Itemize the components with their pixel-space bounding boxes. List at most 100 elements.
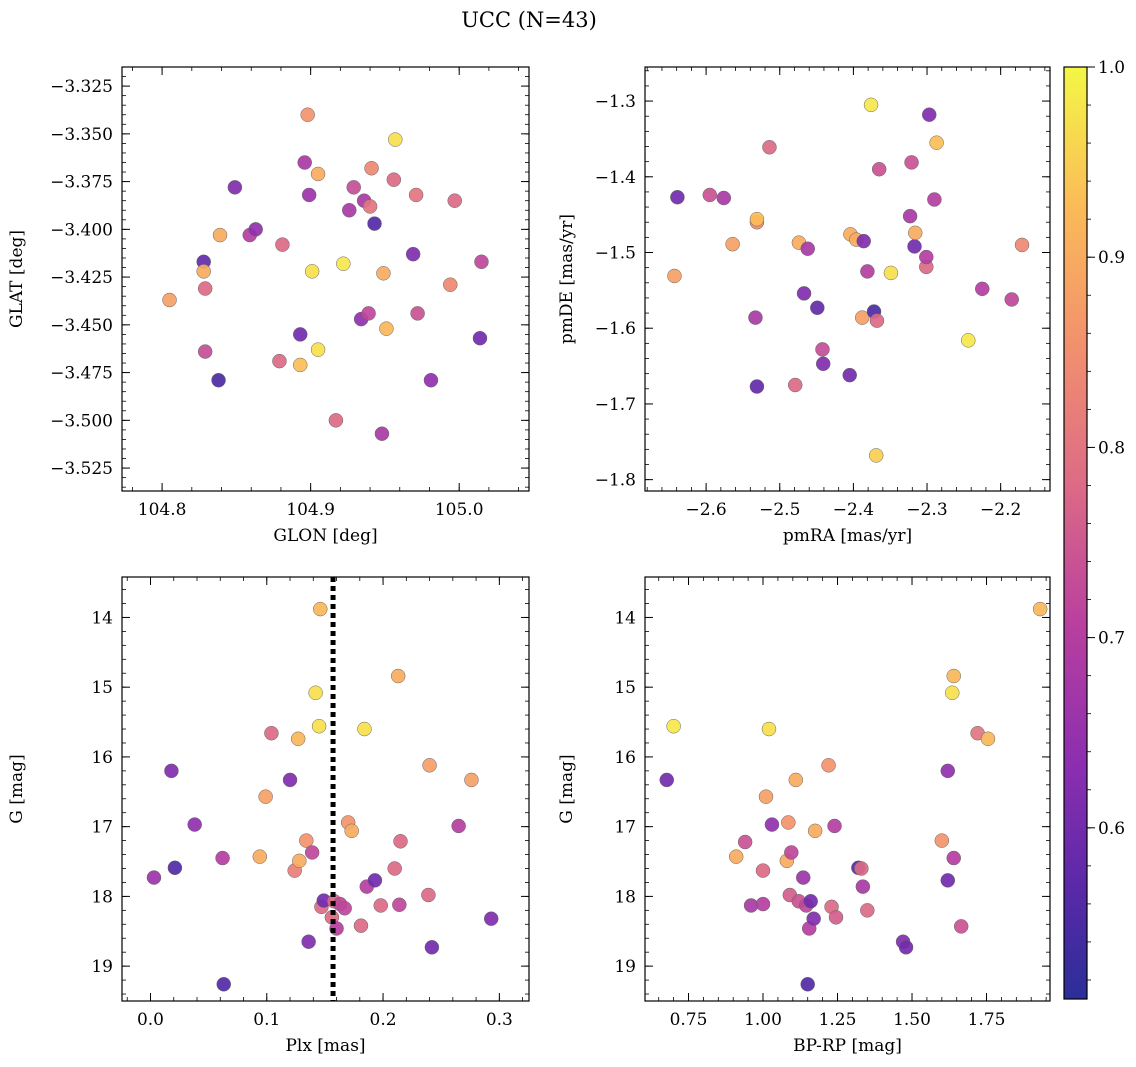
- data-point: [422, 758, 437, 773]
- data-point: [299, 833, 314, 848]
- scatter-panel-3: 0.0 0.1 0.2 0.3 14 15 16 17 18 19 Plx [mas] G [mag]: [7, 576, 530, 1056]
- data-point: [919, 249, 934, 265]
- data-point: [800, 977, 815, 992]
- data-point: [953, 919, 969, 934]
- data-point: [810, 300, 825, 316]
- data-point: [854, 310, 870, 325]
- data-point: [313, 601, 328, 617]
- data-point: [800, 241, 815, 256]
- data-point: [443, 277, 458, 292]
- data-point: [421, 887, 436, 903]
- data-point: [758, 789, 774, 804]
- data-point: [301, 934, 316, 949]
- y-tick-label: 18: [614, 887, 636, 907]
- data-point: [474, 254, 489, 270]
- y-tick-label: −3.400: [50, 220, 113, 240]
- data-point: [860, 903, 875, 918]
- data-point: [815, 356, 831, 372]
- figure-title: UCC (N=43): [461, 8, 597, 32]
- data-point: [373, 898, 388, 913]
- data-point: [907, 239, 922, 254]
- data-point: [788, 772, 804, 788]
- major-ticks: [122, 577, 529, 1001]
- data-point: [803, 894, 818, 909]
- data-point: [290, 731, 306, 747]
- data-point: [357, 721, 372, 737]
- data-point: [940, 873, 956, 888]
- data-point: [666, 718, 681, 734]
- data-point: [216, 977, 231, 992]
- y-axis-label: G [mag]: [557, 754, 577, 823]
- data-point: [934, 833, 950, 848]
- axes-frame: [644, 576, 1051, 1002]
- data-points: [659, 601, 1048, 992]
- data-point: [374, 426, 390, 441]
- data-point: [187, 817, 202, 832]
- y-axis-label: G [mag]: [7, 754, 27, 823]
- y-tick-label: −1.7: [595, 395, 636, 415]
- y-tick-label: −3.425: [50, 268, 113, 288]
- data-point: [806, 911, 821, 926]
- data-point: [337, 901, 352, 916]
- colorbar-gradient: [1063, 66, 1088, 1000]
- y-tick-label: 14: [91, 608, 113, 628]
- data-point: [272, 353, 287, 369]
- data-point: [856, 233, 871, 249]
- x-tick-label: −2.4: [833, 500, 874, 520]
- data-point: [1004, 292, 1019, 307]
- data-point: [258, 789, 273, 804]
- y-tick-label: 17: [91, 818, 113, 838]
- data-point: [945, 685, 960, 701]
- x-tick-label: −2.5: [759, 500, 800, 520]
- data-point: [275, 237, 290, 252]
- data-point: [946, 668, 961, 684]
- x-axis-label: Plx [mas]: [285, 1036, 365, 1056]
- data-point: [807, 823, 823, 839]
- data-point: [764, 817, 780, 832]
- data-point: [388, 132, 403, 147]
- data-point: [907, 225, 923, 241]
- data-point: [787, 377, 803, 393]
- data-point: [211, 372, 226, 388]
- x-tick-label: 0.75: [670, 1010, 708, 1030]
- data-point: [921, 107, 937, 122]
- colorbar-tick-label: 0.6: [1098, 819, 1125, 839]
- data-point: [367, 216, 382, 231]
- x-tick-label: −2.2: [980, 500, 1021, 520]
- colorbar-tick-label: 1.0: [1098, 58, 1125, 78]
- data-point: [728, 849, 744, 864]
- data-point: [737, 834, 753, 850]
- data-point: [755, 863, 771, 878]
- data-point: [344, 823, 359, 839]
- y-tick-label: −3.350: [50, 125, 113, 145]
- data-point: [304, 845, 320, 860]
- data-points: [146, 601, 499, 992]
- data-point: [390, 668, 406, 684]
- data-point: [197, 281, 213, 296]
- data-point: [755, 896, 771, 912]
- y-tick-label: −1.6: [595, 319, 636, 339]
- colorbar-tick-label: 0.9: [1098, 248, 1125, 268]
- data-point: [292, 357, 308, 373]
- data-point: [393, 834, 408, 849]
- major-ticks: [122, 67, 529, 491]
- y-tick-label: 19: [91, 957, 113, 977]
- data-point: [248, 222, 263, 237]
- data-point: [310, 166, 326, 182]
- data-point: [408, 187, 424, 203]
- data-point: [376, 266, 391, 281]
- data-point: [883, 265, 899, 281]
- data-point: [197, 344, 213, 359]
- data-point: [146, 870, 162, 885]
- data-point: [781, 815, 796, 830]
- major-ticks: [645, 577, 1050, 1001]
- x-tick-label: 104.8: [138, 500, 187, 520]
- data-point: [980, 731, 996, 747]
- data-point: [164, 763, 179, 779]
- data-point: [367, 873, 383, 888]
- scatter-panel-2: −2.6 −2.5 −2.4 −2.3 −2.2 −1.3 −1.4 −1.5 −1.6 −1.7…: [557, 66, 1051, 546]
- data-point: [796, 286, 812, 301]
- y-tick-label: −3.450: [50, 316, 113, 336]
- x-tick-label: 0.1: [253, 1010, 280, 1030]
- x-tick-label: 1.25: [819, 1010, 857, 1030]
